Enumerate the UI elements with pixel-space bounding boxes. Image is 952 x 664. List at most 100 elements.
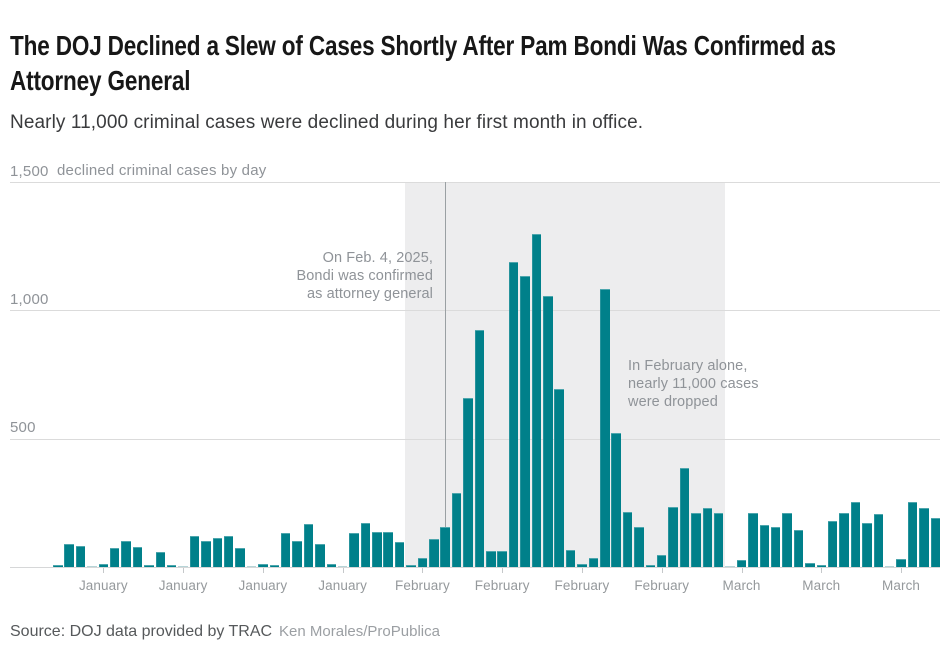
bar (679, 468, 690, 567)
x-axis-label: January (238, 578, 288, 593)
x-axis-tick (262, 568, 264, 573)
bar (406, 564, 416, 567)
bar (64, 543, 74, 567)
bar (372, 531, 382, 567)
bar (862, 522, 872, 567)
x-axis-label: March (722, 578, 761, 593)
bar (246, 565, 257, 567)
x-axis-label: February (395, 578, 450, 593)
bar (463, 397, 473, 567)
bar (303, 523, 314, 567)
bar (497, 550, 507, 567)
x-axis-baseline (10, 567, 940, 568)
bar (816, 564, 827, 567)
bar (930, 517, 940, 567)
bar (258, 563, 268, 567)
bar (713, 512, 724, 567)
bar (508, 261, 519, 567)
bar (702, 507, 713, 567)
bar (53, 565, 63, 567)
x-axis-tick (581, 568, 583, 573)
bar (178, 565, 188, 567)
event-line-feb-4 (445, 182, 447, 567)
bar (189, 535, 200, 567)
x-axis-tick (422, 568, 424, 573)
bar (280, 532, 291, 567)
x-axis-label: February (634, 578, 690, 593)
bar (201, 540, 211, 567)
x-axis-tick (103, 568, 105, 573)
annotation-bondi-confirmed: On Feb. 4, 2025, Bondi was confirmed as … (296, 250, 433, 302)
x-axis-label: March (802, 578, 841, 593)
bar (691, 512, 701, 567)
source-note: Source: DOJ data provided by TRAC (10, 623, 273, 640)
bar (725, 565, 735, 567)
bar (531, 234, 542, 567)
bar (736, 559, 747, 567)
bar (132, 546, 143, 567)
bar (451, 492, 462, 567)
x-axis-label: February (554, 578, 610, 593)
bar (337, 565, 348, 567)
x-axis-tick (741, 568, 743, 573)
x-axis-tick (661, 568, 663, 573)
x-axis-tick (342, 568, 344, 573)
bar (235, 547, 245, 567)
bar (839, 512, 849, 567)
bar (907, 501, 918, 567)
bar (656, 554, 667, 567)
bar (565, 549, 576, 567)
bar (269, 564, 280, 567)
bar (611, 433, 621, 567)
source-line: Source: DOJ data provided by TRAC Ken Mor… (10, 623, 440, 641)
bar (805, 562, 815, 567)
bar (668, 507, 678, 567)
bar (577, 563, 587, 567)
bar (144, 564, 154, 567)
headline-line-1: The DOJ Declined a Slew of Cases Shortly… (10, 30, 836, 61)
gridline-1000 (10, 310, 940, 312)
bar (383, 531, 393, 567)
bar (212, 537, 223, 567)
bar (827, 520, 838, 567)
x-axis-tick (502, 568, 504, 573)
bar (919, 508, 929, 567)
bar (109, 547, 120, 567)
credit: Ken Morales/ProPublica (279, 623, 440, 640)
bar (315, 543, 325, 567)
bar (326, 564, 336, 567)
headline: The DOJ Declined a Slew of Cases Shortly… (10, 28, 952, 98)
bar (121, 540, 131, 567)
bar (360, 523, 371, 567)
bar (98, 564, 109, 567)
bar (223, 535, 234, 567)
x-axis-label: January (158, 578, 208, 593)
bar (417, 558, 428, 567)
bar (440, 527, 450, 567)
x-axis-label: January (78, 578, 128, 593)
bar (770, 527, 781, 567)
y-axis-label-1000: 1,000 (10, 290, 49, 308)
bar (645, 565, 656, 567)
subtitle: Nearly 11,000 criminal cases were declin… (10, 112, 644, 133)
bar (349, 532, 359, 567)
bar (782, 513, 792, 567)
bar (850, 502, 861, 567)
bar (793, 529, 804, 567)
bar (622, 511, 633, 567)
gridline-1500 (10, 182, 940, 183)
x-axis-label: February (474, 578, 530, 593)
bar (486, 550, 496, 567)
bar (155, 551, 166, 567)
bar (474, 329, 485, 567)
bar (543, 295, 553, 567)
bar (292, 540, 302, 567)
bar (896, 559, 906, 567)
bar (748, 512, 758, 567)
annotation-february-total: In February alone, nearly 11,000 cases w… (628, 358, 759, 410)
x-axis-tick (183, 568, 185, 573)
series-label: declined criminal cases by day (57, 162, 267, 179)
bar (75, 545, 86, 567)
headline-line-2: Attorney General (10, 65, 191, 96)
